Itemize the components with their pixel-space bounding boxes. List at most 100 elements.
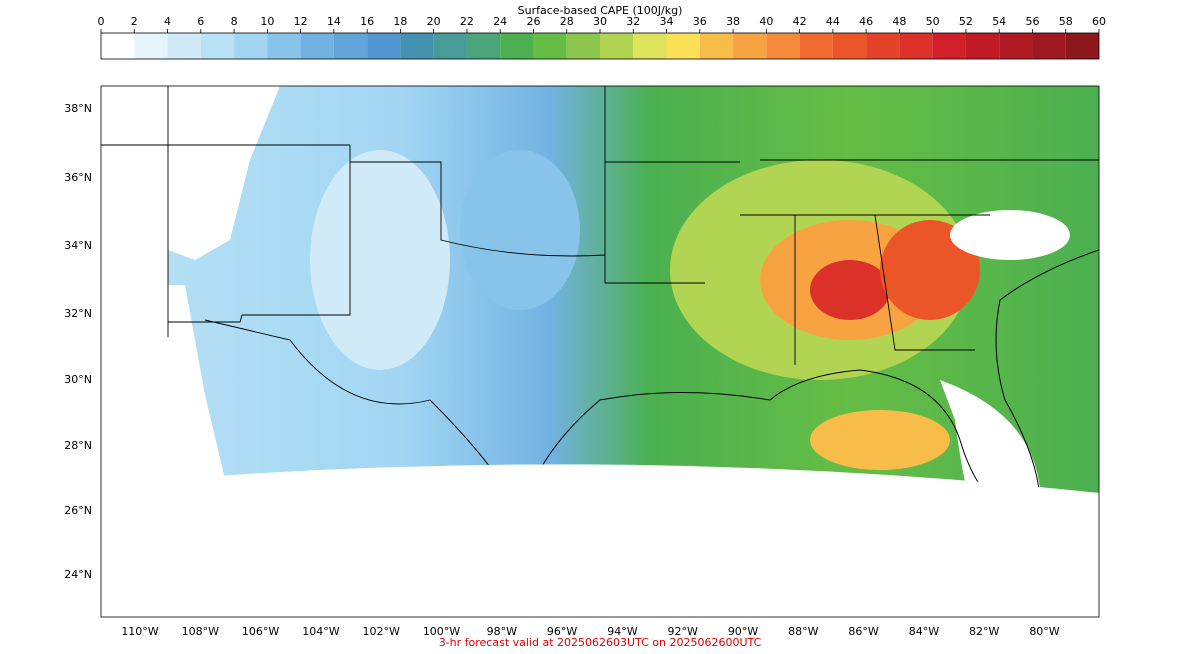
lat-label: 32°N [64,307,92,320]
colorbar-swatch [433,33,467,59]
lon-label: 102°W [363,625,400,638]
colorbar-swatch [267,33,301,59]
colorbar-tick-label: 58 [1059,15,1073,28]
colorbar-swatch [832,33,867,59]
caption: 3-hr forecast valid at 2025062603UTC on … [439,636,762,649]
colorbar-swatch [533,33,567,59]
colorbar-swatch [666,33,700,59]
colorbar-swatch [566,33,600,59]
colorbar-tick-label: 30 [593,15,607,28]
colorbar-swatch [932,33,966,59]
boundaries [101,86,1099,516]
lon-label: 104°W [302,625,339,638]
colorbar-tick-label: 12 [294,15,308,28]
lon-label: 94°W [607,625,637,638]
colorbar-swatch [866,33,900,59]
colorbar-tick-label: 28 [560,15,574,28]
colorbar-tick-label: 10 [260,15,274,28]
colorbar-tick-label: 18 [393,15,407,28]
colorbar-swatch [234,33,268,59]
colorbar-swatch [333,33,368,59]
high-cape [880,220,980,320]
lon-label: 96°W [547,625,577,638]
colorbar-swatch [799,33,833,59]
colorbar-swatch [134,33,168,59]
colorbar-tick-label: 42 [793,15,807,28]
colorbar-swatch [600,33,634,59]
graticule-labels: 38°N 36°N 34°N 32°N 30°N 28°N 26°N 24°N 110°W 108… [64,102,1060,638]
colorbar-swatch [699,33,734,59]
colorbar-swatch [899,33,933,59]
colorbar-swatch [466,33,501,59]
colorbar-tick-label: 56 [1025,15,1039,28]
no-data [101,86,168,337]
colorbar-swatch [965,33,1000,59]
colorbar-swatch [1032,33,1066,59]
lat-label: 28°N [64,439,92,452]
colorbar-tick-label: 20 [427,15,441,28]
colorbar-tick-label: 50 [926,15,940,28]
colorbar-tick-label: 8 [231,15,238,28]
colorbar-swatch [500,33,534,59]
lat-label: 30°N [64,373,92,386]
colorbar-tick-label: 34 [660,15,674,28]
colorbar: 0 2 4 6 8 10 12 14 16 18 20 22 24 26 28 30 32 34 36 38 40 42 4… [98,15,1106,59]
lon-label: 90°W [728,625,758,638]
lon-label: 98°W [487,625,517,638]
lon-label: 106°W [242,625,279,638]
lat-label: 24°N [64,568,92,581]
colorbar-tick-label: 22 [460,15,474,28]
colorbar-tick-label: 2 [131,15,138,28]
mid-cape [810,410,950,470]
map-frame [100,85,1100,618]
colorbar-swatch [1065,33,1099,59]
colorbar-swatch [367,33,401,59]
colorbar-tick-label: 14 [327,15,341,28]
lat-label: 26°N [64,504,92,517]
no-data [101,464,1099,617]
colorbar-tick-label: 44 [826,15,840,28]
colorbar-tick-label: 26 [526,15,540,28]
colorbar-swatch [300,33,334,59]
colorbar-tick-label: 32 [626,15,640,28]
colorbar-swatch [200,33,235,59]
low-cape [460,150,580,310]
colorbar-tick-label: 0 [98,15,105,28]
lon-label: 84°W [909,625,939,638]
lon-label: 86°W [848,625,878,638]
colorbar-tick-label: 52 [959,15,973,28]
lat-label: 34°N [64,239,92,252]
coastline [519,249,1099,521]
colorbar-swatch [167,33,201,59]
map-field [101,86,1099,617]
lon-label: 92°W [668,625,698,638]
colorbar-tick-label: 36 [693,15,707,28]
colorbar-tick-label: 38 [726,15,740,28]
low-cape [310,150,450,370]
lon-label: 108°W [182,625,219,638]
colorbar-swatch [101,33,135,59]
colorbar-tick-label: 60 [1092,15,1106,28]
colorbar-tick-label: 40 [759,15,773,28]
colorbar-tick-label: 46 [859,15,873,28]
colorbar-tick-label: 16 [360,15,374,28]
colorbar-swatch [633,33,667,59]
low-cape [950,210,1070,260]
colorbar-swatch [733,33,767,59]
lon-label: 100°W [423,625,460,638]
lat-label: 38°N [64,102,92,115]
colorbar-swatch [999,33,1033,59]
colorbar-tick-label: 4 [164,15,171,28]
no-data [168,86,280,260]
colorbar-tick-label: 6 [197,15,204,28]
colorbar-tick-label: 54 [992,15,1006,28]
colorbar-swatch [766,33,800,59]
colorbar-frame [100,32,1100,60]
lon-label: 80°W [1029,625,1059,638]
lon-label: 82°W [969,625,999,638]
lat-label: 36°N [64,171,92,184]
colorbar-tick-label: 48 [892,15,906,28]
lon-label: 110°W [121,625,158,638]
